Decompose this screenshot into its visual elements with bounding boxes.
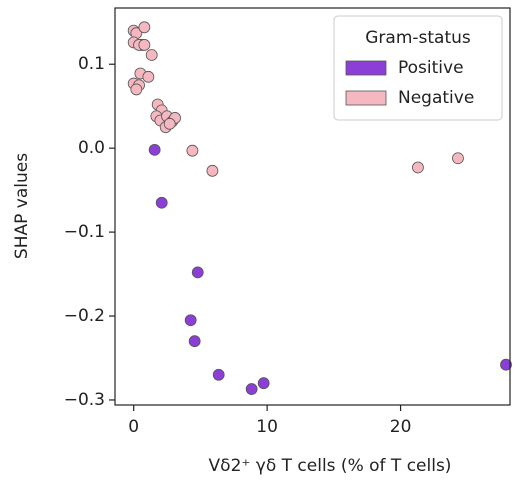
point: [148, 143, 161, 156]
point: [142, 70, 155, 83]
y-tick-label: 0.0: [78, 138, 105, 158]
point: [138, 21, 151, 34]
legend-label: Negative: [398, 88, 474, 108]
x-tick-label: 0: [128, 417, 139, 437]
y-tick-label: −0.3: [64, 390, 105, 410]
point: [188, 335, 201, 348]
x-axis-label: Vδ2⁺ γδ T cells (% of T cells): [209, 456, 452, 476]
x-tick-label: 10: [256, 417, 278, 437]
point: [212, 368, 225, 381]
y-axis-label: SHAP values: [12, 153, 32, 259]
legend-title: Gram-status: [365, 28, 471, 48]
point: [191, 266, 204, 279]
point: [412, 161, 424, 174]
y-tick-label: 0.1: [78, 54, 105, 74]
point: [245, 383, 258, 395]
point: [155, 196, 168, 209]
x-tick-label: 20: [390, 417, 412, 437]
point: [145, 49, 158, 61]
point: [257, 377, 270, 390]
legend-swatch: [345, 90, 387, 106]
point: [184, 314, 197, 327]
legend-label: Positive: [398, 58, 464, 78]
plot-frame: [114, 7, 511, 406]
point: [138, 39, 151, 51]
point: [452, 152, 464, 165]
y-tick-label: −0.2: [64, 306, 105, 326]
legend-swatch: [345, 60, 387, 76]
point: [500, 358, 512, 371]
point: [130, 83, 143, 96]
point: [163, 117, 176, 130]
point: [206, 164, 219, 177]
point: [186, 144, 199, 157]
y-tick-label: −0.1: [64, 222, 105, 242]
